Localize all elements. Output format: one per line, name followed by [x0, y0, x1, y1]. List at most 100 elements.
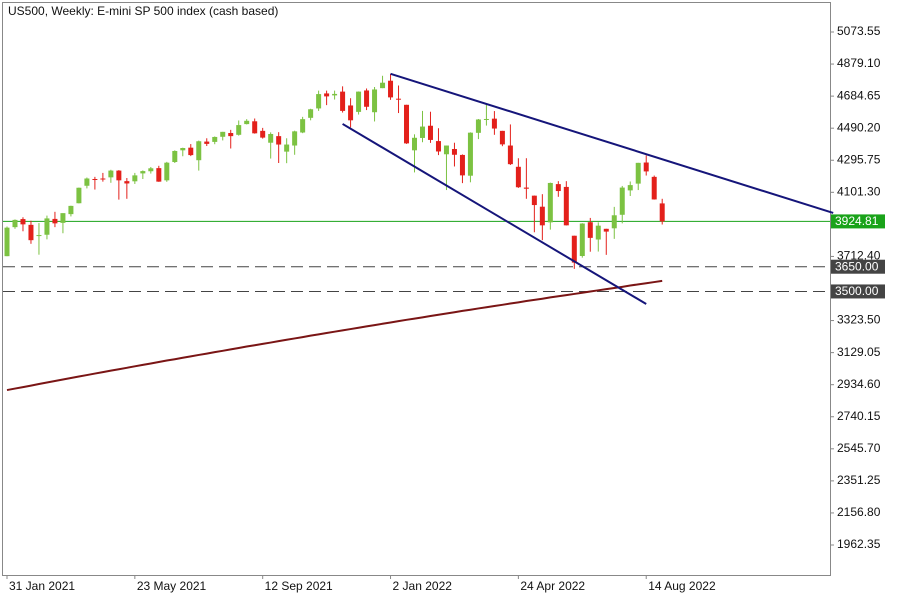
candle-body — [156, 168, 162, 182]
candle-body — [148, 168, 154, 172]
candle-body — [92, 179, 98, 181]
candle-body — [236, 125, 242, 135]
price-label: 3500.00 — [835, 284, 879, 298]
price-label: 3650.00 — [835, 259, 879, 273]
candle-body — [132, 175, 138, 182]
chart-title: US500, Weekly: E-mini SP 500 index (cash… — [8, 4, 278, 18]
candle-body — [276, 136, 282, 145]
y-tick-label: 2545.70 — [837, 441, 881, 455]
candle-body — [12, 219, 18, 228]
candle-body — [316, 94, 322, 109]
y-tick-label: 4879.10 — [837, 56, 881, 70]
candle-body — [220, 131, 226, 137]
candle-body — [76, 187, 82, 204]
candle-body — [348, 105, 354, 121]
candle-body — [124, 181, 130, 184]
candle-body — [268, 133, 274, 143]
candle-body — [308, 109, 314, 118]
candle-body — [603, 228, 609, 232]
candle-body — [435, 141, 441, 152]
candle-body — [475, 119, 481, 133]
candle-body — [443, 145, 449, 155]
candle-body — [60, 213, 66, 223]
y-tick-label: 3323.50 — [837, 313, 881, 327]
y-tick-label: 2351.25 — [837, 473, 881, 487]
candle-body — [635, 162, 641, 184]
candle-body — [292, 131, 298, 146]
y-tick-label: 1962.35 — [837, 537, 881, 551]
y-tick-label: 3129.05 — [837, 345, 881, 359]
x-tick-label: 2 Jan 2022 — [393, 579, 453, 593]
price-label: 3924.81 — [835, 214, 879, 228]
candle-body — [372, 89, 378, 113]
candle-body — [571, 235, 577, 263]
candle-body — [380, 82, 386, 89]
trendline — [390, 72, 834, 214]
candle-body — [555, 184, 561, 192]
candle-body — [212, 136, 218, 142]
candle-body — [28, 224, 34, 241]
candle-body — [523, 187, 529, 189]
candle-body — [396, 98, 402, 100]
candle-body — [483, 118, 489, 120]
candle-body — [20, 219, 26, 225]
candle-body — [531, 195, 537, 206]
plot-frame — [2, 2, 831, 576]
candle-body — [228, 132, 234, 137]
candle-body — [412, 137, 418, 151]
candle-body — [340, 91, 346, 111]
price-label-box — [831, 259, 885, 274]
candle-body — [300, 119, 306, 133]
candle-body — [364, 90, 370, 107]
candle-body — [332, 93, 338, 96]
y-tick-label: 4684.65 — [837, 88, 881, 102]
candle-body — [451, 148, 457, 155]
candle-body — [260, 130, 266, 138]
candle-body — [419, 126, 425, 138]
candle-body — [627, 185, 633, 191]
x-tick-label: 12 Sep 2021 — [265, 579, 333, 593]
candle-body — [108, 170, 114, 178]
candle-body — [491, 118, 497, 129]
candle-body — [164, 162, 170, 181]
y-tick-label: 4295.75 — [837, 152, 881, 166]
y-tick-label: 2934.60 — [837, 377, 881, 391]
candle-body — [507, 145, 513, 165]
candle-body — [651, 176, 657, 200]
candle-body — [68, 205, 74, 215]
candle-body — [324, 93, 330, 97]
candle-body — [252, 121, 258, 134]
candle-body — [356, 91, 362, 112]
candle-body — [36, 235, 42, 237]
x-tick-label: 14 Aug 2022 — [648, 579, 716, 593]
candle-body — [116, 170, 122, 181]
candle-body — [172, 150, 178, 163]
x-tick-label: 23 May 2021 — [137, 579, 207, 593]
x-tick-label: 24 Apr 2022 — [520, 579, 585, 593]
candle-body — [244, 120, 250, 125]
candle-body — [499, 130, 505, 145]
candle-body — [204, 141, 210, 144]
price-label-box — [831, 214, 885, 229]
candle-body — [4, 227, 10, 257]
candle-body — [52, 218, 58, 224]
y-tick-label: 3712.40 — [837, 249, 881, 263]
candle-body — [611, 215, 617, 229]
candle-body — [619, 187, 625, 215]
candle-body — [180, 148, 186, 151]
candle-body — [515, 166, 521, 188]
candle-body — [84, 178, 90, 186]
x-tick-label: 31 Jan 2021 — [9, 579, 75, 593]
candle-body — [595, 225, 601, 240]
candle-body — [140, 171, 146, 174]
y-tick-label: 4101.30 — [837, 184, 881, 198]
candle-body — [539, 206, 545, 226]
candle-body — [188, 147, 194, 156]
moving-average — [6, 279, 663, 392]
candle-body — [427, 125, 433, 140]
candle-body — [459, 154, 465, 176]
candle-body — [196, 141, 202, 161]
candle-body — [284, 144, 290, 152]
candle-body — [467, 132, 473, 176]
